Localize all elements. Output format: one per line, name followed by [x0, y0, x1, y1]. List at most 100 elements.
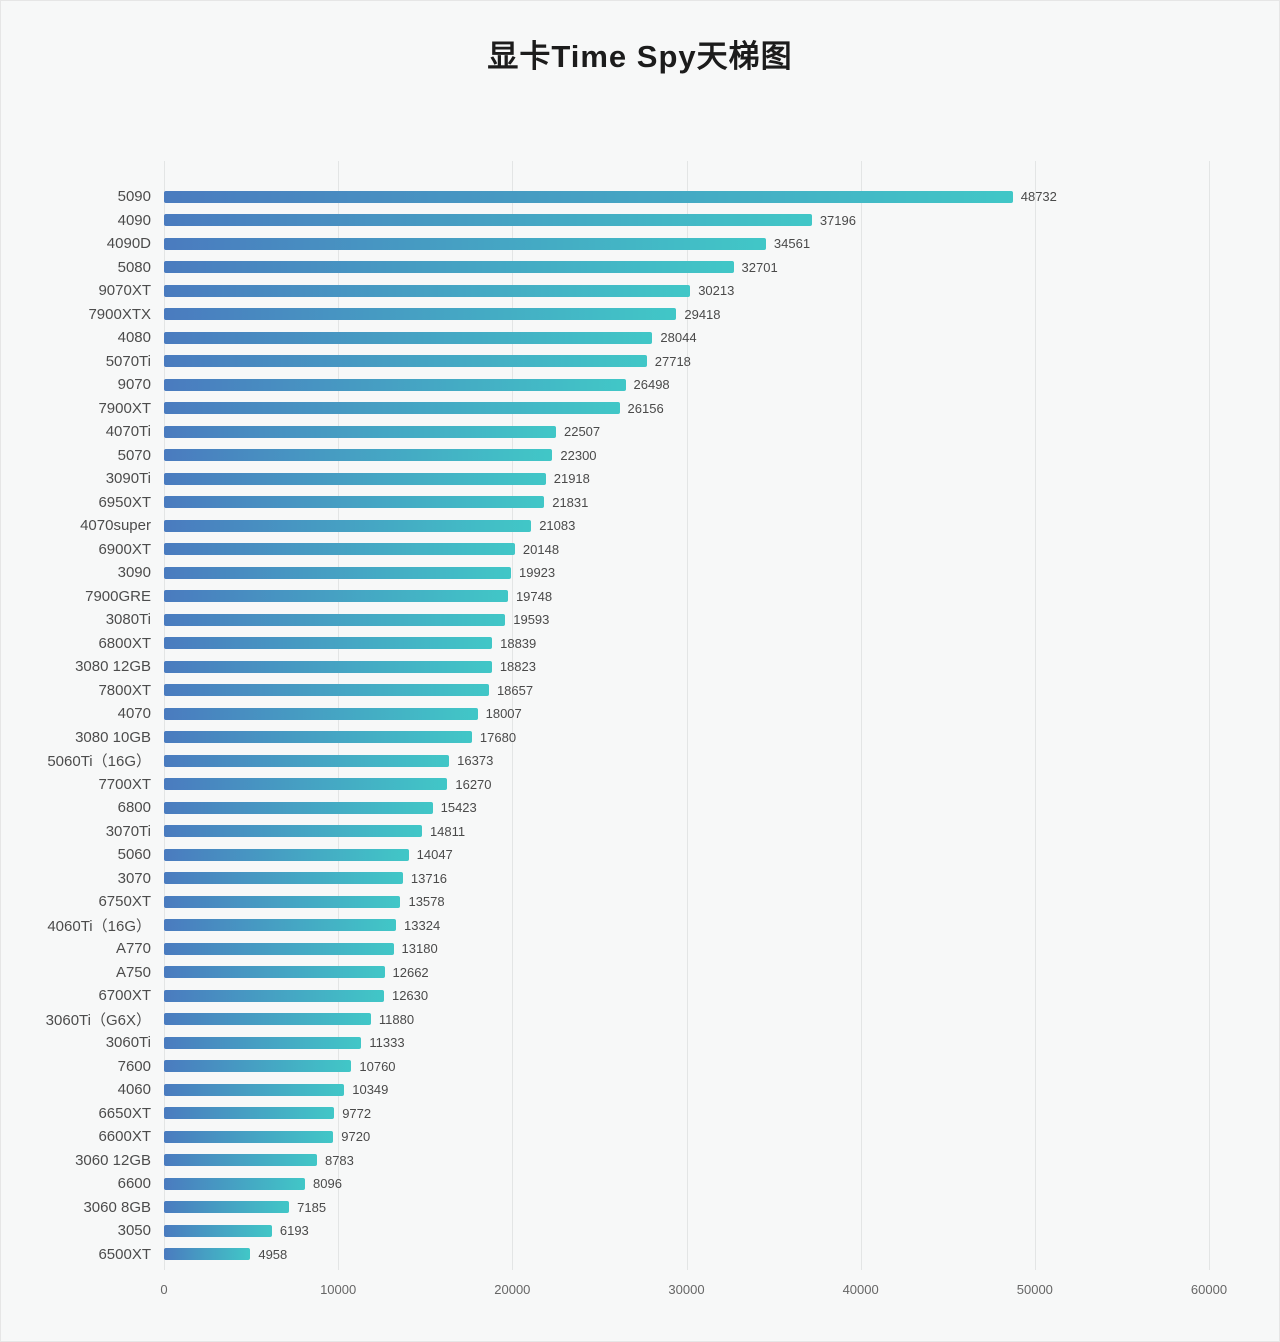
- value-label: 16270: [455, 776, 492, 792]
- bar-track: 28044: [164, 330, 1209, 345]
- bar: [164, 1107, 335, 1120]
- bar: [164, 378, 626, 391]
- bar-row: 4070Ti 22507: [1, 420, 1279, 444]
- category-label: 7900XTX: [88, 305, 151, 323]
- value-label: 29418: [684, 306, 721, 322]
- bar-row: 3080Ti 19593: [1, 608, 1279, 632]
- chart-title: 显卡Time Spy天梯图: [487, 39, 793, 74]
- bar-track: 10349: [164, 1082, 1209, 1097]
- category-label: 3060Ti（G6X）: [45, 1011, 151, 1029]
- category-label: 7700XT: [98, 775, 151, 793]
- bar-track: 48732: [164, 189, 1209, 204]
- category-label: A750: [115, 963, 151, 981]
- value-label: 22300: [560, 447, 597, 463]
- bar: [164, 919, 397, 932]
- bar-row: 3060Ti 11333: [1, 1031, 1279, 1055]
- bar: [164, 402, 620, 415]
- bar-row: 6800 15423: [1, 796, 1279, 820]
- category-label: 3080Ti: [105, 611, 151, 629]
- bar-track: 12630: [164, 988, 1209, 1003]
- value-label: 12630: [391, 988, 429, 1004]
- bar-row: 7900XT 26156: [1, 397, 1279, 421]
- gridline: [686, 161, 688, 1270]
- bar: [164, 1224, 272, 1237]
- bar-row: 6900XT 20148: [1, 538, 1279, 562]
- bar: [164, 731, 472, 744]
- value-label: 21918: [553, 471, 590, 487]
- value-label: 13324: [404, 917, 441, 933]
- bar: [164, 1154, 317, 1167]
- value-label: 18007: [485, 706, 522, 722]
- value-label: 28044: [660, 330, 697, 346]
- category-label: 3050: [117, 1222, 151, 1240]
- bar-track: 27718: [164, 354, 1209, 369]
- bar-row: 6600XT 9720: [1, 1125, 1279, 1149]
- bar: [164, 190, 1013, 203]
- category-label: 4070: [117, 705, 151, 723]
- bar: [164, 284, 691, 297]
- gridline: [1034, 161, 1036, 1270]
- bar: [164, 707, 478, 720]
- bar: [164, 637, 493, 650]
- value-label: 26156: [627, 400, 664, 416]
- bar-row: 5070Ti 27718: [1, 350, 1279, 374]
- category-label: 4070super: [80, 517, 151, 535]
- value-label: 20148: [522, 541, 560, 557]
- bar-row: 4070 18007: [1, 702, 1279, 726]
- bar-row: 3060Ti（G6X） 11880: [1, 1008, 1279, 1032]
- bar-row: 9070 26498: [1, 373, 1279, 397]
- bar-row: 6800XT 18839: [1, 632, 1279, 656]
- category-label: 6650XT: [98, 1104, 151, 1122]
- bar-track: 4958: [164, 1247, 1209, 1262]
- bar-row: 5070 22300: [1, 444, 1279, 468]
- bar-track: 21831: [164, 495, 1209, 510]
- bar-rows: 5090 48732 4090 37196 4090D 34561 5080 32701 907…: [1, 161, 1279, 1270]
- value-label: 10349: [352, 1082, 389, 1098]
- category-label: 9070: [117, 376, 151, 394]
- bar: [164, 966, 385, 979]
- bar-row: 6700XT 12630: [1, 984, 1279, 1008]
- bar: [164, 1248, 251, 1261]
- category-label: 5070Ti: [105, 352, 151, 370]
- value-label: 37196: [819, 212, 856, 228]
- bar-track: 21918: [164, 471, 1209, 486]
- value-label: 13716: [410, 870, 448, 886]
- category-label: 6800XT: [98, 634, 151, 652]
- bar: [164, 590, 508, 603]
- value-label: 9720: [341, 1129, 371, 1145]
- bar-row: 7900XTX 29418: [1, 303, 1279, 327]
- x-tick-label: 10000: [320, 1282, 357, 1297]
- value-label: 19593: [513, 612, 550, 628]
- bar: [164, 355, 647, 368]
- value-label: 11880: [378, 1011, 415, 1027]
- bar: [164, 872, 403, 885]
- value-label: 19748: [515, 588, 553, 604]
- gridline: [860, 161, 862, 1270]
- bar-row: 6600 8096: [1, 1172, 1279, 1196]
- bar-track: 21083: [164, 518, 1209, 533]
- category-label: 7800XT: [98, 681, 151, 699]
- x-tick-label: 60000: [1190, 1282, 1228, 1297]
- category-label: 4060: [117, 1081, 151, 1099]
- bar: [164, 261, 734, 274]
- bar: [164, 684, 489, 697]
- bar: [164, 1013, 371, 1026]
- bar-row: 3060 8GB 7185: [1, 1196, 1279, 1220]
- bar-row: A770 13180: [1, 937, 1279, 961]
- bar: [164, 801, 433, 814]
- bar: [164, 566, 511, 579]
- bar-track: 22300: [164, 448, 1209, 463]
- category-label: 9070XT: [98, 282, 151, 300]
- bar-track: 11333: [164, 1035, 1209, 1050]
- category-label: 6900XT: [98, 540, 151, 558]
- bar-row: 4060Ti（16G） 13324: [1, 914, 1279, 938]
- value-label: 10760: [359, 1058, 396, 1074]
- bar-track: 9720: [164, 1129, 1209, 1144]
- category-label: 6700XT: [98, 987, 151, 1005]
- value-label: 17680: [479, 729, 517, 745]
- bar-row: 7800XT 18657: [1, 679, 1279, 703]
- bar-row: 4090 37196: [1, 209, 1279, 233]
- bar-row: 5060Ti（16G） 16373: [1, 749, 1279, 773]
- value-label: 12662: [392, 964, 429, 980]
- bar-row: 3050 6193: [1, 1219, 1279, 1243]
